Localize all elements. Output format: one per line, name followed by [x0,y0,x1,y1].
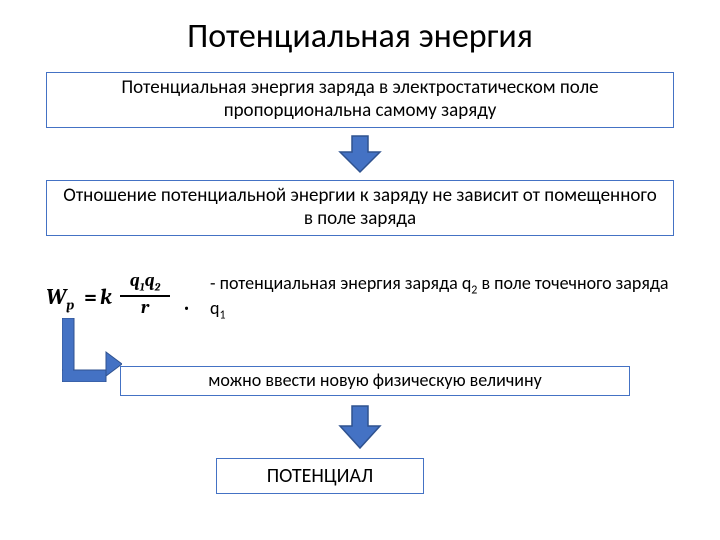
formula-description: - потенциальная энергия заряда q2 в поле… [206,273,674,323]
formula-row: Wp = k q1q2 r . - потенциальная энергия … [46,268,674,328]
statement-box-2: Отношение потенциальной энергии к заряду… [46,180,674,236]
statement-box-3: можно ввести новую физическую величину [120,366,630,396]
elbow-connector [62,318,122,382]
slide: Потенциальная энергия Потенциальная энер… [0,0,720,540]
formula-denominator: r [120,297,170,317]
result-box: ПОТЕНЦИАЛ [216,458,424,494]
formula-dot: . [184,290,189,316]
formula-fraction: q1q2 r [120,272,170,317]
formula-eq: = [84,284,97,310]
page-title: Потенциальная энергия [0,16,720,57]
formula-numerator: q1q2 [120,272,170,297]
formula-Wp: Wp [46,284,74,313]
arrow-down-2 [338,404,382,450]
arrow-down-1 [338,134,382,174]
statement-box-1: Потенциальная энергия заряда в электрост… [46,72,674,128]
formula-k: k [100,284,112,310]
